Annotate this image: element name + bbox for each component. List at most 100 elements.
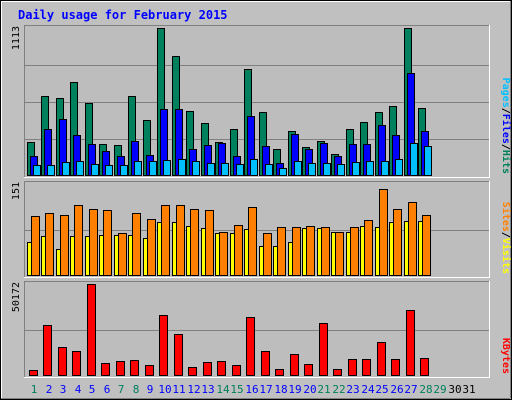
bar-sites-day-24: [364, 220, 373, 276]
series-label-part: KBytes: [500, 338, 511, 374]
day-label-29: 29: [433, 383, 446, 396]
bar-kbytes-day-19: [290, 354, 299, 376]
bar-pages-day-19: [294, 161, 302, 176]
bar-pages-day-13: [207, 163, 215, 176]
bar-sites-day-25: [379, 189, 388, 276]
bar-pages-day-21: [323, 163, 331, 176]
bar-sites-day-6: [103, 210, 112, 276]
day-label-21: 21: [317, 383, 330, 396]
bar-sites-day-10: [161, 205, 170, 276]
day-label-5: 5: [89, 383, 96, 396]
panel-kbytes: 50172 KBytes: [11, 281, 511, 378]
bar-sites-day-12: [190, 209, 199, 276]
bar-kbytes-day-3: [58, 347, 67, 376]
bar-sites-day-17: [263, 233, 272, 276]
bar-pages-day-14: [221, 163, 229, 176]
bar-sites-day-4: [74, 205, 83, 276]
bar-kbytes-day-21: [319, 323, 328, 376]
day-label-7: 7: [118, 383, 125, 396]
bar-sites-day-5: [89, 209, 98, 276]
day-label-11: 11: [172, 383, 185, 396]
day-label-6: 6: [104, 383, 111, 396]
day-label-3: 3: [60, 383, 67, 396]
max-label-hits: 1113: [11, 26, 22, 50]
bar-pages-day-22: [337, 164, 345, 176]
bar-sites-day-20: [306, 226, 315, 276]
panel-visits: 151 Sites/Visits: [11, 181, 512, 278]
series-label-hits: Pages/Files/Hits: [500, 78, 512, 174]
bar-kbytes-day-22: [333, 369, 342, 376]
day-label-26: 26: [390, 383, 403, 396]
bar-kbytes-day-10: [159, 315, 168, 376]
day-label-25: 25: [375, 383, 388, 396]
bar-pages-day-16: [250, 159, 258, 176]
bar-sites-day-13: [205, 210, 214, 276]
bar-kbytes-day-28: [420, 358, 429, 376]
day-label-15: 15: [230, 383, 243, 396]
bar-kbytes-day-5: [87, 284, 96, 376]
day-label-8: 8: [133, 383, 140, 396]
bar-pages-day-26: [395, 159, 403, 176]
bar-pages-day-18: [279, 168, 287, 176]
bar-pages-day-17: [265, 164, 273, 176]
day-label-17: 17: [259, 383, 272, 396]
bar-pages-day-5: [91, 164, 99, 176]
bar-sites-day-26: [393, 209, 402, 276]
bar-kbytes-day-24: [362, 359, 371, 376]
day-label-18: 18: [274, 383, 287, 396]
day-label-13: 13: [201, 383, 214, 396]
series-label-kbytes: KBytes: [500, 338, 511, 374]
bar-pages-day-12: [192, 161, 200, 176]
bar-kbytes-day-16: [246, 317, 255, 376]
day-label-9: 9: [147, 383, 154, 396]
bar-kbytes-day-9: [145, 365, 154, 376]
bar-kbytes-day-23: [348, 359, 357, 376]
series-label-part: Sites: [500, 202, 512, 232]
bar-sites-day-22: [335, 232, 344, 276]
bar-pages-day-6: [105, 165, 113, 176]
bar-sites-day-14: [219, 232, 228, 276]
bar-sites-day-23: [350, 227, 359, 276]
day-label-2: 2: [46, 383, 53, 396]
day-label-28: 28: [419, 383, 432, 396]
day-label-10: 10: [158, 383, 171, 396]
bar-sites-day-28: [422, 215, 431, 276]
bar-kbytes-day-27: [406, 310, 415, 376]
day-label-1: 1: [31, 383, 38, 396]
bar-sites-day-9: [147, 219, 156, 276]
bar-kbytes-day-6: [101, 363, 110, 376]
day-label-12: 12: [187, 383, 200, 396]
day-label-20: 20: [303, 383, 316, 396]
bar-pages-day-10: [163, 160, 171, 176]
bar-sites-day-11: [176, 205, 185, 276]
day-label-30: 30: [448, 383, 461, 396]
day-label-27: 27: [404, 383, 417, 396]
chart-title: Daily usage for February 2015: [18, 8, 228, 22]
bar-kbytes-day-8: [130, 360, 139, 376]
bar-sites-day-21: [321, 227, 330, 276]
series-label-part: Pages: [500, 78, 511, 108]
bar-sites-day-7: [118, 233, 127, 276]
bar-kbytes-day-4: [72, 351, 81, 376]
series-label-part: /: [500, 144, 511, 150]
bar-pages-day-9: [149, 161, 157, 176]
bar-kbytes-day-25: [377, 342, 386, 376]
bar-pages-day-3: [62, 162, 70, 176]
max-label-kbytes: 50172: [11, 282, 22, 312]
bar-kbytes-day-14: [217, 361, 226, 376]
bar-pages-day-15: [236, 164, 244, 176]
day-label-19: 19: [288, 383, 301, 396]
bar-pages-day-24: [366, 161, 374, 176]
bar-pages-day-1: [33, 165, 41, 176]
bar-pages-day-7: [120, 165, 128, 176]
bar-kbytes-day-11: [174, 334, 183, 376]
series-label-part: /: [500, 232, 511, 238]
day-label-31: 31: [462, 383, 475, 396]
bar-pages-day-23: [352, 162, 360, 176]
series-label-part: Files: [500, 114, 512, 144]
bar-pages-day-4: [76, 161, 84, 176]
day-label-23: 23: [346, 383, 359, 396]
series-label-part: Hits: [500, 150, 512, 174]
